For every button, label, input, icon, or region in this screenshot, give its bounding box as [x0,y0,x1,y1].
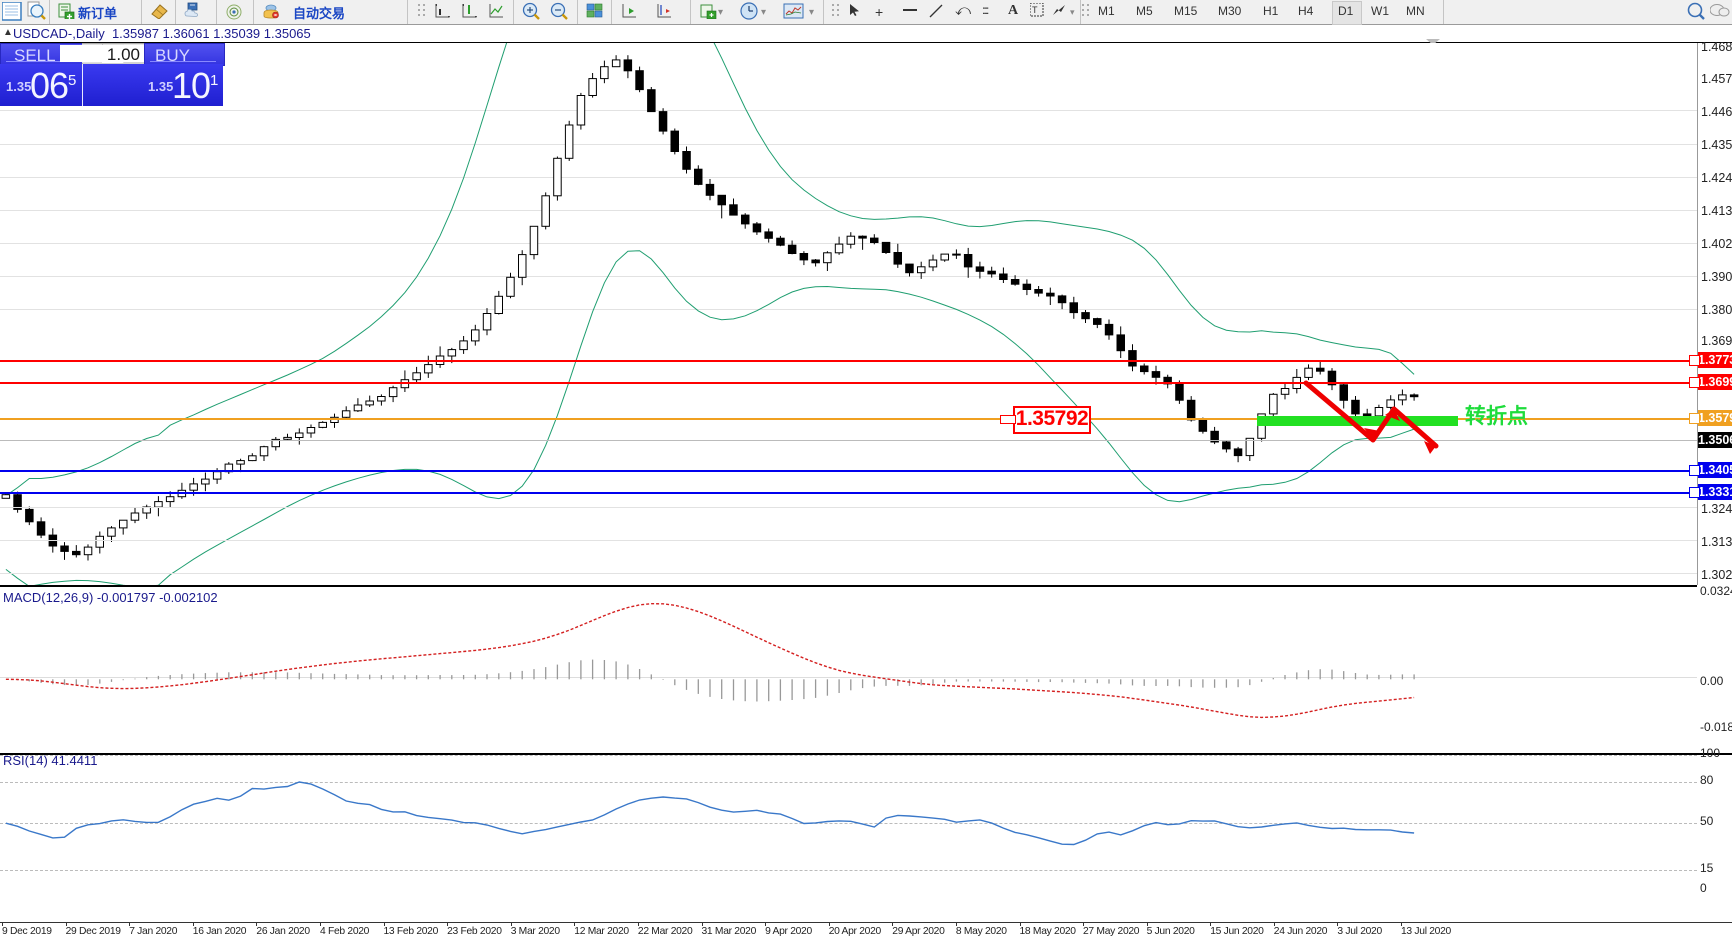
svg-text:T: T [1032,5,1038,15]
